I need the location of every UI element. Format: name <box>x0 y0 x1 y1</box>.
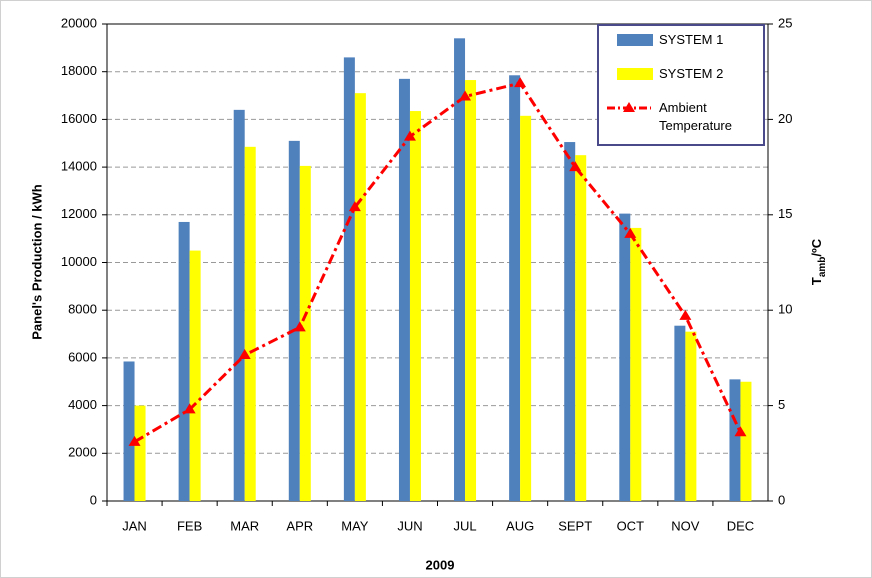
marker <box>459 90 472 101</box>
x-tick-label: MAR <box>230 518 259 533</box>
y-tick-label: 8000 <box>68 302 97 317</box>
x-tick-label: OCT <box>617 518 645 533</box>
marker <box>403 130 416 141</box>
y-tick-label: 6000 <box>68 349 97 364</box>
bar <box>354 93 366 501</box>
bar <box>740 381 752 501</box>
bar <box>575 155 587 502</box>
legend: SYSTEM 1 SYSTEM 2 Ambient Temperature <box>597 24 765 146</box>
marker <box>128 435 141 446</box>
y2-tick-label: 5 <box>778 397 785 412</box>
y2-label-sub: amb <box>817 257 828 278</box>
x-tick-label: JUN <box>397 518 422 533</box>
y2-axis-label: Tamb/ºC <box>809 238 827 285</box>
x-tick-label: DEC <box>727 518 754 533</box>
x-tick-label: JUL <box>453 518 476 533</box>
y-tick-label: 10000 <box>61 254 97 269</box>
marker <box>734 426 747 437</box>
bar <box>178 221 190 501</box>
y-tick-label: 12000 <box>61 206 97 221</box>
bar <box>288 140 300 502</box>
y-axis-label: Panel's Production / kWh <box>29 184 44 340</box>
x-tick-label: JAN <box>122 518 147 533</box>
bar <box>398 78 410 501</box>
bar <box>630 227 642 502</box>
x-tick-label: FEB <box>177 518 202 533</box>
line <box>133 81 742 444</box>
y-tick-label: 0 <box>90 492 97 507</box>
y-tick-label: 18000 <box>61 63 97 78</box>
x-tick-label: APR <box>286 518 313 533</box>
legend-label: Ambient Temperature <box>659 100 732 133</box>
bar <box>134 405 146 501</box>
bar <box>619 213 631 502</box>
y2-tick-label: 15 <box>778 206 792 221</box>
marker <box>183 403 196 414</box>
marker <box>238 349 251 360</box>
x-axis-label: 2009 <box>426 557 455 572</box>
y-tick-label: 14000 <box>61 159 97 174</box>
y2-tick-label: 25 <box>778 15 792 30</box>
bar <box>244 146 256 501</box>
legend-swatch <box>617 68 653 80</box>
marker <box>348 201 361 212</box>
legend-label: SYSTEM 2 <box>659 66 724 81</box>
bar <box>509 75 521 501</box>
marker <box>569 161 582 172</box>
x-tick-label: AUG <box>506 518 534 533</box>
legend-swatch <box>607 102 651 112</box>
bar <box>685 331 697 501</box>
bar <box>674 325 686 501</box>
x-tick-label: NOV <box>671 518 700 533</box>
y2-tick-label: 20 <box>778 111 792 126</box>
bar <box>123 361 135 501</box>
bar <box>564 142 576 501</box>
legend-swatch <box>617 34 653 46</box>
bar <box>189 250 201 501</box>
bar <box>729 379 741 501</box>
legend-label: SYSTEM 1 <box>659 32 724 47</box>
legend-item: SYSTEM 1 <box>599 30 759 50</box>
marker <box>293 321 306 332</box>
bar <box>233 109 245 502</box>
bar <box>343 57 355 501</box>
bar <box>409 111 421 502</box>
x-tick-label: SEPT <box>558 518 592 533</box>
bar <box>520 115 532 501</box>
y-tick-label: 16000 <box>61 111 97 126</box>
marker <box>679 309 692 320</box>
y2-tick-label: 10 <box>778 302 792 317</box>
marker <box>624 227 637 238</box>
y-tick-label: 20000 <box>61 15 97 30</box>
legend-item: Ambient Temperature <box>599 98 759 133</box>
bar <box>454 38 466 502</box>
y-tick-label: 2000 <box>68 445 97 460</box>
bar <box>299 165 311 501</box>
y2-tick-label: 0 <box>778 492 785 507</box>
y2-label-rest: /ºC <box>809 238 824 256</box>
marker <box>514 77 527 88</box>
x-tick-label: MAY <box>341 518 369 533</box>
y2-label-main: T <box>809 277 824 285</box>
bar <box>465 80 477 502</box>
legend-item: SYSTEM 2 <box>599 64 759 84</box>
y-tick-label: 4000 <box>68 397 97 412</box>
